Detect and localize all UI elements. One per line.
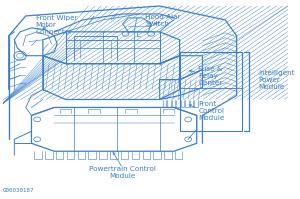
Text: Fuse &
Relay
Center: Fuse & Relay Center	[198, 66, 223, 86]
Text: G00030187: G00030187	[3, 187, 34, 193]
Text: Front
Control
Module: Front Control Module	[198, 101, 224, 121]
Bar	[180, 52, 242, 131]
Text: Front Wiper
Motor
Connector: Front Wiper Motor Connector	[36, 15, 77, 35]
Text: Powertrain Control
Module: Powertrain Control Module	[89, 166, 156, 179]
Text: Hood Ajar
Switch: Hood Ajar Switch	[146, 14, 181, 27]
Text: Intelligent
Power
Module: Intelligent Power Module	[258, 70, 295, 90]
